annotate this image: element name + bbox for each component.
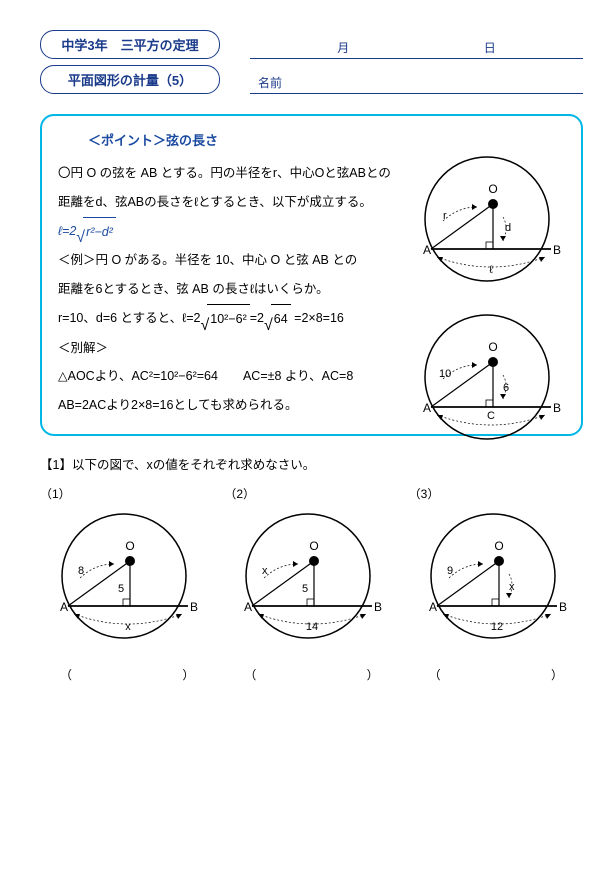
problem-2-num: （2） [224, 485, 398, 502]
svg-text:A: A [60, 600, 68, 614]
answer-blank-3: （） [409, 666, 583, 683]
svg-text:ℓ: ℓ [489, 264, 493, 276]
problems-row: （1） O A B 8 5 x （） [40, 485, 583, 683]
diagram-problem-2: O A B x 5 14 [224, 506, 392, 656]
svg-text:8: 8 [78, 565, 84, 577]
diagram-problem-3: O A B 9 x 12 [409, 506, 577, 656]
svg-text:A: A [244, 600, 252, 614]
svg-text:A: A [429, 600, 437, 614]
month-label: 月 [337, 39, 349, 56]
problem-1-num: （1） [40, 485, 214, 502]
grade-title: 中学3年 三平方の定理 [40, 30, 220, 59]
answer-blank-1: （） [40, 666, 214, 683]
svg-text:O: O [488, 182, 497, 196]
svg-text:C: C [487, 410, 495, 422]
problem-1: （1） O A B 8 5 x （） [40, 485, 214, 683]
svg-text:B: B [559, 600, 567, 614]
svg-text:B: B [374, 600, 382, 614]
svg-text:A: A [423, 243, 431, 257]
svg-text:10: 10 [439, 368, 451, 380]
svg-text:O: O [310, 539, 319, 553]
svg-text:B: B [190, 600, 198, 614]
svg-text:9: 9 [447, 565, 453, 577]
problem-2: （2） O A B x 5 14 （） [224, 485, 398, 683]
day-label: 日 [484, 39, 496, 56]
name-line: 名前 [250, 74, 583, 94]
diagram-chord-general: O A B r d ℓ [403, 149, 571, 299]
subtitle: 平面図形の計量（5） [40, 65, 220, 94]
svg-text:d: d [505, 222, 511, 234]
point-title: ＜ポイント＞弦の長さ [88, 130, 565, 149]
diagram-problem-1: O A B 8 5 x [40, 506, 208, 656]
point-box: ＜ポイント＞弦の長さ 〇円 O の弦を AB とする。円の半径をr、中心Oと弦A… [40, 114, 583, 436]
point-body: 〇円 O の弦を AB とする。円の半径をr、中心Oと弦ABとの 距離をd、弦A… [58, 159, 565, 420]
svg-text:B: B [553, 401, 561, 415]
svg-text:5: 5 [302, 583, 308, 595]
diagram-chord-example: O A B C 10 6 [403, 307, 571, 457]
svg-text:O: O [488, 340, 497, 354]
svg-text:A: A [423, 401, 431, 415]
svg-text:5: 5 [118, 583, 124, 595]
date-line: 月 日 [250, 39, 583, 59]
svg-text:x: x [262, 565, 268, 577]
problem-3-num: （3） [409, 485, 583, 502]
problem-3: （3） O A B 9 x 12 [409, 485, 583, 683]
svg-text:r: r [443, 210, 447, 222]
svg-text:6: 6 [503, 382, 509, 394]
svg-text:14: 14 [306, 621, 318, 633]
svg-text:B: B [553, 243, 561, 257]
answer-blank-2: （） [224, 666, 398, 683]
svg-text:x: x [125, 621, 131, 633]
svg-text:O: O [125, 539, 134, 553]
svg-text:O: O [494, 539, 503, 553]
svg-text:12: 12 [491, 621, 503, 633]
svg-text:x: x [509, 581, 515, 593]
